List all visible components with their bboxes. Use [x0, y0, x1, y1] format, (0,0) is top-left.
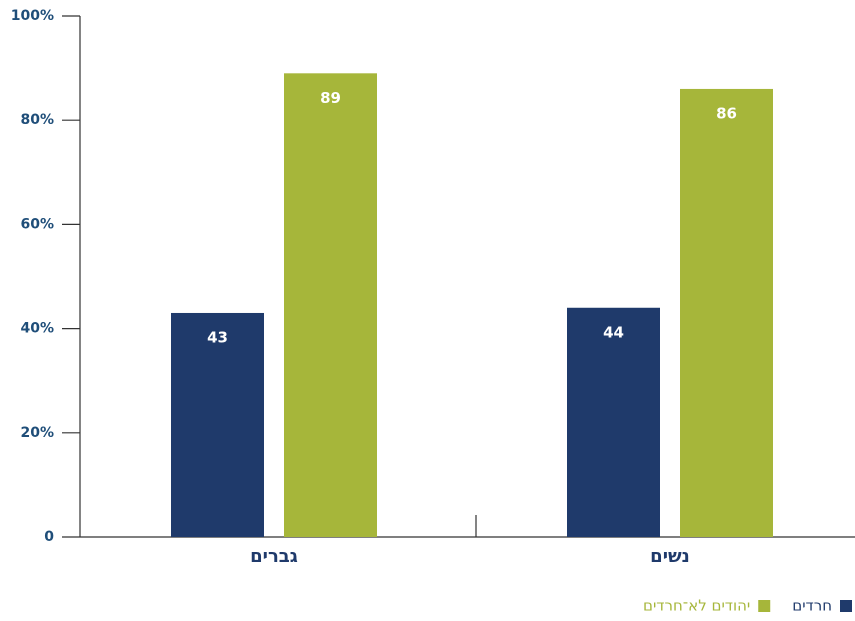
- legend-swatch: [758, 600, 771, 612]
- x-tick-label: נשים: [650, 546, 690, 567]
- y-tick-label: 100%: [11, 8, 54, 24]
- x-tick-label: גברים: [250, 546, 298, 567]
- y-tick-label: 0: [44, 529, 54, 545]
- legend-label: יהודים לא־חרדים: [643, 597, 750, 615]
- value-label: 89: [320, 89, 341, 107]
- value-label: 43: [207, 328, 228, 346]
- value-label: 86: [716, 104, 737, 122]
- y-tick-label: 20%: [20, 425, 54, 441]
- bar: [567, 307, 660, 537]
- y-tick-label: 80%: [20, 112, 54, 128]
- bar: [171, 312, 264, 537]
- bar: [284, 73, 377, 537]
- legend-label: חרדים: [792, 597, 832, 615]
- y-tick-label: 60%: [20, 216, 54, 232]
- bar: [680, 88, 773, 537]
- value-label: 44: [603, 323, 624, 341]
- legend-swatch: [840, 600, 852, 612]
- y-tick-label: 40%: [20, 321, 54, 337]
